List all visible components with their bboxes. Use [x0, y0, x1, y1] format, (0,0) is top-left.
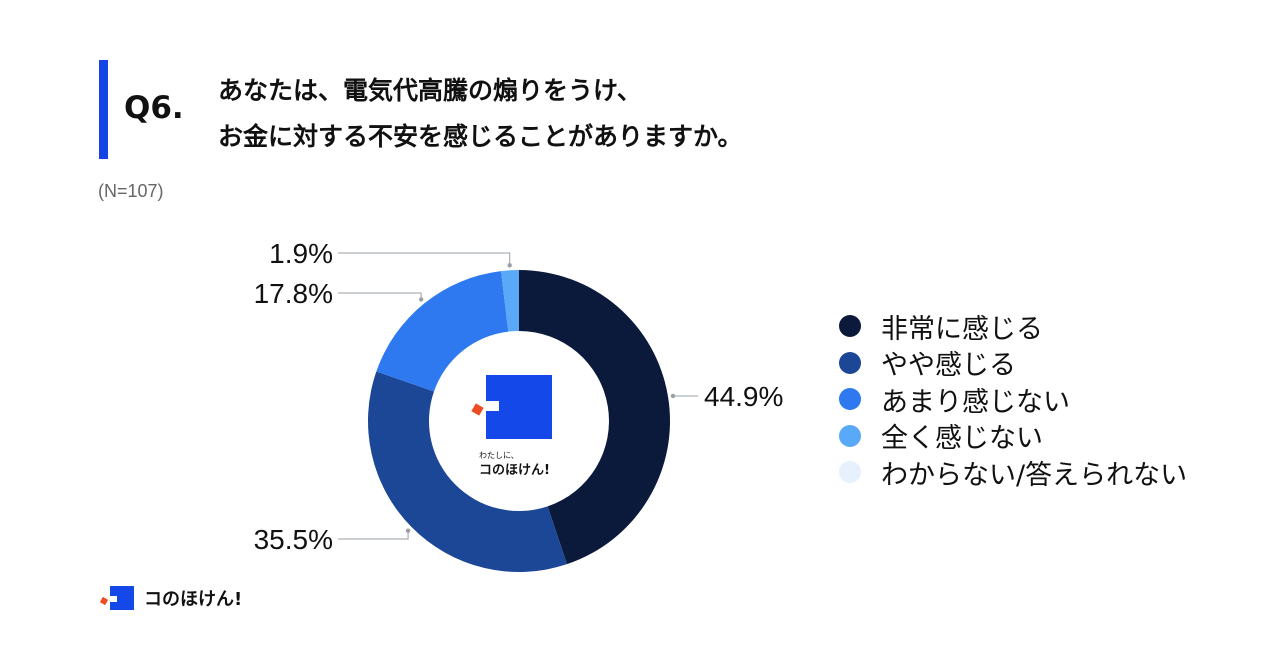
legend-swatch: [839, 461, 861, 484]
legend-item-2: やや感じる: [839, 345, 1187, 382]
logo-notch: [486, 401, 499, 411]
legend-swatch: [839, 351, 861, 374]
data-label-2: 35.5%: [254, 524, 333, 555]
legend-label: あまり感じない: [881, 386, 1070, 418]
logo-brand-text: コのほけん!: [479, 463, 550, 478]
legend-label: 非常に感じる: [881, 313, 1043, 345]
legend-swatch: [839, 315, 861, 338]
donut-slice-2: [367, 371, 567, 573]
legend-label: やや感じる: [881, 350, 1016, 382]
question-title: あなたは、電気代高騰の煽りをうけ、 お金に対する不安を感じることがありますか。: [218, 68, 743, 160]
logo-red-mark-icon: [471, 403, 484, 416]
legend-swatch: [839, 424, 861, 447]
question-accent-bar: [99, 60, 108, 159]
data-label-1: 44.9%: [704, 381, 783, 412]
center-logo: わたしに、コのほけん!: [471, 375, 552, 478]
donut-slice-4: [501, 270, 519, 332]
leader-line-3: [338, 292, 422, 300]
leader-line-4: [338, 252, 511, 266]
leader-line-2: [338, 530, 409, 540]
legend-swatch: [839, 388, 861, 411]
footer-logo: コのほけん!: [99, 585, 243, 611]
logo-tagline: わたしに、: [479, 451, 519, 460]
legend-item-1: 非常に感じる: [839, 308, 1187, 345]
legend-label: 全く感じない: [881, 423, 1043, 455]
chart-legend: 非常に感じる やや感じるあまり感じない 全く感じないわからない/答えられない: [839, 308, 1187, 491]
donut-slice-3: [376, 271, 509, 392]
data-label-3: 17.8%: [254, 278, 333, 309]
donut-slice-1: [519, 270, 670, 565]
question-title-line-2: お金に対する不安を感じることがありますか。: [218, 122, 743, 151]
sample-size: (N=107): [98, 181, 164, 201]
legend-item-5: わからない/答えられない: [839, 454, 1187, 491]
legend-label: わからない/答えられない: [881, 459, 1188, 491]
question-title-line-1: あなたは、電気代高騰の煽りをうけ、: [218, 76, 642, 105]
legend-item-3: あまり感じない: [839, 381, 1187, 418]
legend-item-4: 全く感じない: [839, 418, 1187, 455]
question-number: Q6.: [124, 90, 184, 126]
footer-brand-text: コのほけん!: [144, 589, 243, 610]
data-label-4: 1.9%: [269, 238, 333, 269]
brand-mark-icon: [99, 586, 134, 610]
